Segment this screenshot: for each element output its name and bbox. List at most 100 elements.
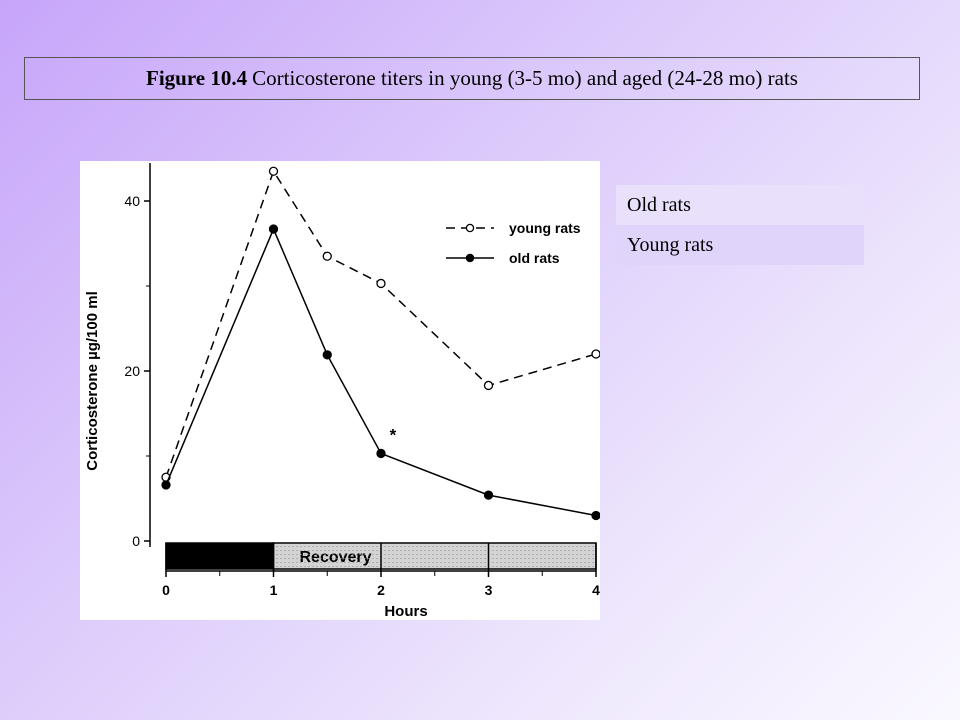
recovery-stipple <box>452 566 454 567</box>
recovery-stipple <box>460 562 462 563</box>
recovery-stipple <box>372 554 374 555</box>
recovery-stipple <box>592 566 594 567</box>
recovery-stipple <box>396 550 398 551</box>
recovery-stipple <box>296 562 298 563</box>
recovery-stipple <box>592 554 594 555</box>
recovery-stipple <box>352 546 354 547</box>
y-tick-label: 0 <box>132 533 140 549</box>
young-rats-label: Young rats <box>616 225 864 265</box>
recovery-stipple <box>556 554 558 555</box>
recovery-stipple <box>412 550 414 551</box>
recovery-stipple <box>476 566 478 567</box>
recovery-stipple <box>468 550 470 551</box>
recovery-stipple <box>448 566 450 567</box>
recovery-stipple <box>452 562 454 563</box>
x-tick-label: 3 <box>485 582 493 598</box>
recovery-stipple <box>540 562 542 563</box>
recovery-stipple <box>360 566 362 567</box>
recovery-stipple <box>568 550 570 551</box>
recovery-stipple <box>524 550 526 551</box>
recovery-stipple <box>320 550 322 551</box>
data-point <box>483 380 494 391</box>
recovery-stipple <box>432 558 434 559</box>
recovery-stipple <box>392 566 394 567</box>
recovery-stipple <box>364 566 366 567</box>
recovery-stipple <box>420 550 422 551</box>
recovery-stipple <box>308 546 310 547</box>
recovery-stipple <box>292 566 294 567</box>
recovery-stipple <box>328 562 330 563</box>
recovery-stipple <box>588 558 590 559</box>
recovery-stipple <box>580 566 582 567</box>
recovery-stipple <box>284 562 286 563</box>
recovery-stipple <box>352 562 354 563</box>
recovery-stipple <box>532 558 534 559</box>
recovery-stipple <box>384 554 386 555</box>
recovery-stipple <box>472 554 474 555</box>
recovery-stipple <box>540 550 542 551</box>
recovery-stipple <box>556 566 558 567</box>
recovery-stipple <box>440 558 442 559</box>
recovery-stipple <box>536 554 538 555</box>
recovery-stipple <box>292 558 294 559</box>
recovery-stipple <box>348 562 350 563</box>
data-point <box>268 224 279 234</box>
recovery-stipple <box>400 558 402 559</box>
recovery-stipple <box>552 550 554 551</box>
recovery-stipple <box>520 566 522 567</box>
recovery-stipple <box>560 546 562 547</box>
recovery-stipple <box>508 546 510 547</box>
recovery-stipple <box>396 562 398 563</box>
recovery-stipple <box>368 546 370 547</box>
recovery-stipple <box>388 554 390 555</box>
recovery-stipple <box>492 562 494 563</box>
recovery-stipple <box>472 546 474 547</box>
recovery-stipple <box>316 554 318 555</box>
recovery-stipple <box>312 562 314 563</box>
recovery-stipple <box>504 566 506 567</box>
recovery-stipple <box>564 554 566 555</box>
recovery-stipple <box>428 546 430 547</box>
recovery-stipple <box>548 554 550 555</box>
recovery-stipple <box>564 562 566 563</box>
legend-label: young rats <box>509 220 581 236</box>
recovery-stipple <box>328 546 330 547</box>
recovery-stipple <box>460 558 462 559</box>
recovery-stipple <box>500 558 502 559</box>
recovery-stipple <box>280 566 282 567</box>
recovery-stipple <box>508 550 510 551</box>
chart-panel: 0 20 40 Stress Recovery 0 1 2 3 4 * young rats ol… <box>80 161 600 620</box>
recovery-stipple <box>484 554 486 555</box>
recovery-stipple <box>348 550 350 551</box>
recovery-stipple <box>388 558 390 559</box>
recovery-stipple <box>424 562 426 563</box>
recovery-stipple <box>340 558 342 559</box>
recovery-stipple <box>368 558 370 559</box>
recovery-stipple <box>420 554 422 555</box>
recovery-stipple <box>536 550 538 551</box>
recovery-stipple <box>404 558 406 559</box>
recovery-stipple <box>448 546 450 547</box>
recovery-stipple <box>276 546 278 547</box>
recovery-stipple <box>480 554 482 555</box>
recovery-stipple <box>588 546 590 547</box>
recovery-stipple <box>368 562 370 563</box>
recovery-stipple <box>496 550 498 551</box>
recovery-stipple <box>508 558 510 559</box>
recovery-stipple <box>284 558 286 559</box>
recovery-stipple <box>436 546 438 547</box>
recovery-stipple <box>304 546 306 547</box>
recovery-stipple <box>544 566 546 567</box>
recovery-stipple <box>480 550 482 551</box>
recovery-stipple <box>528 546 530 547</box>
recovery-stipple <box>436 566 438 567</box>
recovery-stipple <box>448 554 450 555</box>
recovery-stipple <box>280 554 282 555</box>
recovery-stipple <box>580 562 582 563</box>
recovery-stipple <box>588 550 590 551</box>
recovery-stipple <box>444 562 446 563</box>
recovery-stipple <box>392 562 394 563</box>
recovery-stipple <box>300 558 302 559</box>
recovery-stipple <box>308 562 310 563</box>
recovery-stipple <box>536 566 538 567</box>
